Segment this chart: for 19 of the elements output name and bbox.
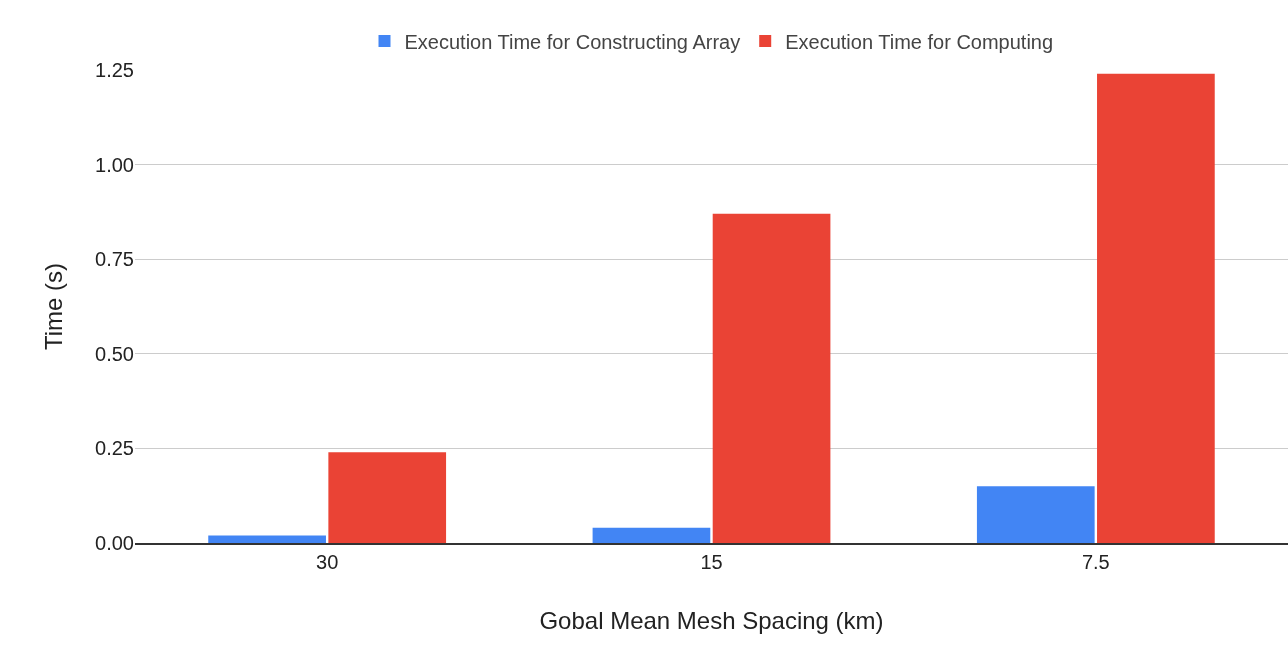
- y-axis-title: Time (s): [40, 262, 68, 351]
- y-tick-label: 1.00: [95, 153, 134, 176]
- y-tick-label: 0.50: [95, 342, 134, 365]
- bar: [1097, 73, 1215, 543]
- legend-label: Execution Time for Computing: [785, 30, 1054, 53]
- y-tick-label: 0.25: [95, 437, 134, 460]
- legend-label: Execution Time for Constructing Array: [404, 30, 741, 53]
- x-tick-label: 7.5: [1081, 550, 1110, 573]
- y-tick-label: 0.00: [95, 532, 134, 554]
- bar: [976, 486, 1095, 543]
- bar: [712, 213, 831, 543]
- bar: [592, 527, 711, 543]
- bar: [328, 452, 447, 543]
- x-tick-label: 15: [700, 550, 723, 573]
- y-tick-label: 1.25: [95, 59, 134, 81]
- bar: [208, 535, 326, 543]
- x-axis-title: Gobal Mean Mesh Spacing (km): [539, 606, 884, 634]
- y-tick-label: 0.75: [95, 248, 134, 271]
- x-tick-label: 30: [316, 550, 339, 573]
